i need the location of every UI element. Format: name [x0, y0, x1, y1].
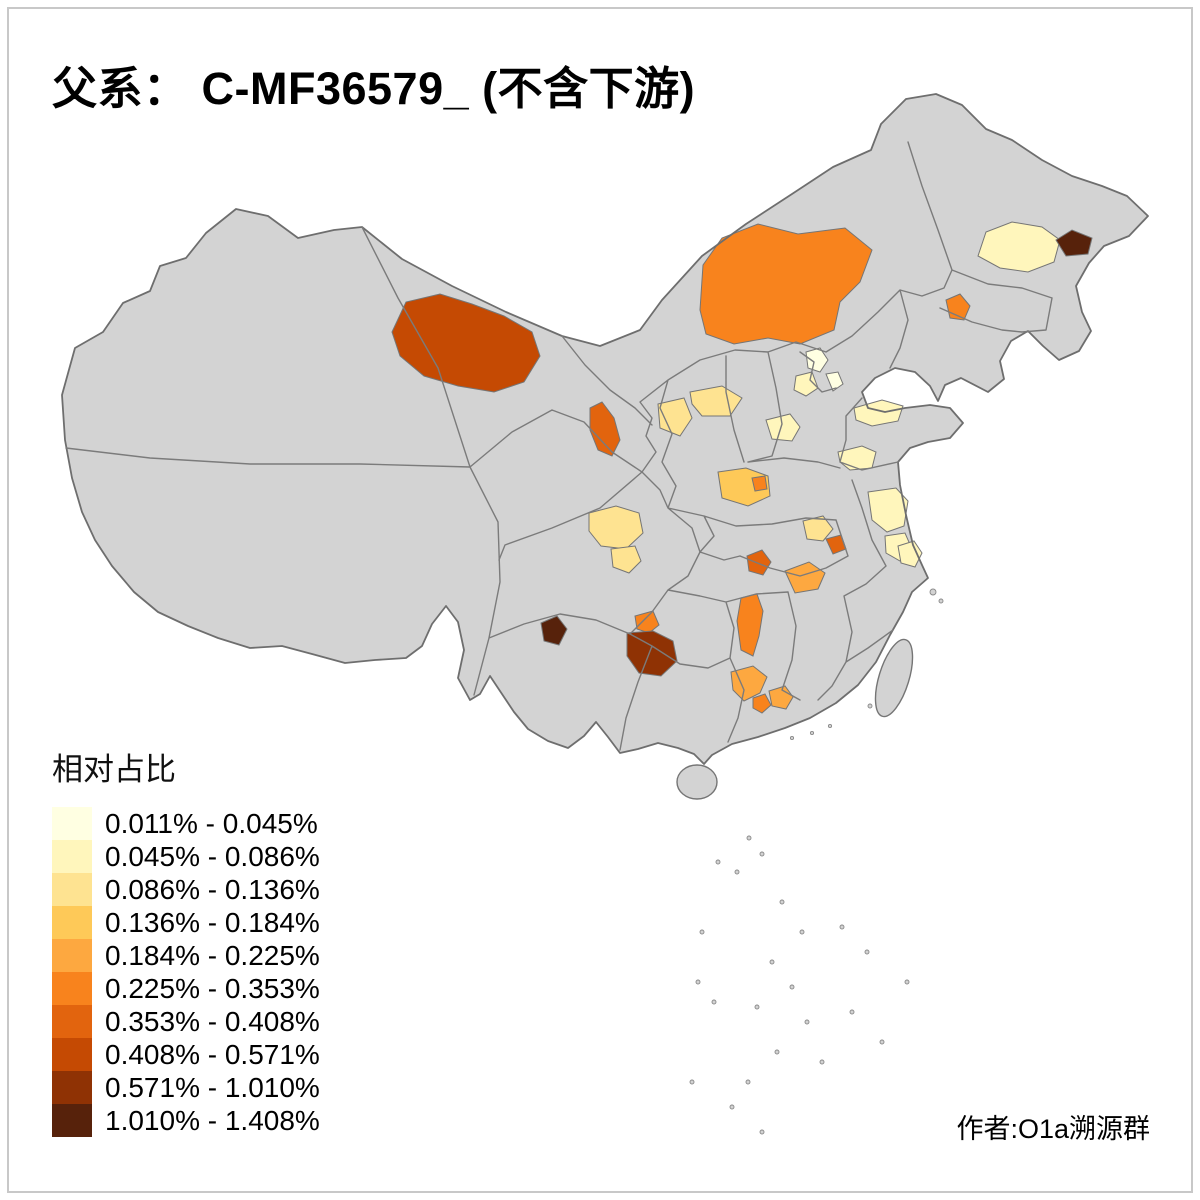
- colored-region: [610, 545, 642, 574]
- islet: [849, 1009, 855, 1015]
- islet: [929, 588, 937, 596]
- legend-swatch: [52, 840, 92, 873]
- legend-title: 相对占比: [52, 752, 176, 787]
- islet: [695, 979, 701, 985]
- islet: [769, 959, 775, 965]
- islet: [789, 984, 795, 990]
- colored-region: [897, 540, 923, 568]
- legend-label: 0.136% - 0.184%: [105, 906, 320, 938]
- colored-region: [391, 293, 541, 393]
- colored-region: [853, 399, 904, 427]
- legend-label: 0.571% - 1.010%: [105, 1071, 320, 1103]
- colored-region: [825, 371, 844, 392]
- islet: [699, 929, 705, 935]
- islet: [711, 999, 717, 1005]
- colored-region: [588, 505, 644, 550]
- islet: [754, 1004, 760, 1010]
- islet: [759, 1129, 765, 1135]
- islet: [745, 1079, 751, 1085]
- legend-label: 0.225% - 0.353%: [105, 972, 320, 1004]
- legend-label: 0.408% - 0.571%: [105, 1038, 320, 1070]
- colored-region: [867, 487, 909, 533]
- legend-swatch: [52, 1104, 92, 1137]
- legend-row: 0.086% - 0.136%: [52, 873, 320, 906]
- islet: [839, 924, 845, 930]
- colored-region: [540, 615, 568, 646]
- legend-label: 0.045% - 0.086%: [105, 840, 320, 872]
- colored-region: [751, 475, 768, 492]
- islet: [715, 859, 721, 865]
- colored-region: [784, 561, 826, 594]
- legend-swatch: [52, 1071, 92, 1104]
- islet: [789, 735, 795, 741]
- legend-row: 0.184% - 0.225%: [52, 939, 320, 972]
- legend-row: 0.045% - 0.086%: [52, 840, 320, 873]
- colored-region: [730, 665, 768, 702]
- islet: [867, 703, 873, 709]
- islet: [774, 1049, 780, 1055]
- islet: [819, 1059, 825, 1065]
- legend-swatch: [52, 939, 92, 972]
- legend-label: 0.011% - 0.045%: [105, 807, 318, 839]
- legend-swatch: [52, 807, 92, 840]
- islet: [746, 835, 752, 841]
- legend-row: 0.353% - 0.408%: [52, 1005, 320, 1038]
- attribution: 作者:O1a溯源群: [956, 1114, 1150, 1144]
- legend-rows: 0.011% - 0.045% 0.045% - 0.086% 0.086% - 0…: [52, 807, 320, 1137]
- islet: [804, 1019, 810, 1025]
- legend-row: 0.408% - 0.571%: [52, 1038, 320, 1071]
- legend-row: 0.571% - 1.010%: [52, 1071, 320, 1104]
- islet: [904, 979, 910, 985]
- islet: [827, 723, 833, 729]
- legend-swatch: [52, 1005, 92, 1038]
- province-borders: [61, 93, 1149, 765]
- colored-regions-layer: [391, 221, 1093, 714]
- legend-label: 0.184% - 0.225%: [105, 939, 320, 971]
- colored-region: [802, 515, 834, 542]
- legend-swatch: [52, 906, 92, 939]
- islet: [689, 1079, 695, 1085]
- islet: [938, 598, 944, 604]
- national-border-outline: [61, 93, 1149, 765]
- sea-islets: [689, 588, 944, 1135]
- taiwan-island: [874, 638, 914, 718]
- colored-region: [765, 413, 801, 442]
- legend-label: 1.010% - 1.408%: [105, 1104, 320, 1136]
- legend: 相对占比 0.011% - 0.045% 0.045% - 0.086% 0.086…: [52, 744, 320, 1137]
- hainan-island: [676, 764, 718, 800]
- colored-region: [793, 371, 819, 397]
- colored-region: [589, 401, 621, 457]
- legend-row: 0.011% - 0.045%: [52, 807, 320, 840]
- islet: [734, 869, 740, 875]
- page-title: 父系： C-MF36579_ (不含下游): [52, 63, 696, 114]
- province-border-lines: [65, 141, 1053, 751]
- legend-swatch: [52, 972, 92, 1005]
- islet: [864, 949, 870, 955]
- colored-region: [736, 593, 764, 657]
- legend-row: 0.225% - 0.353%: [52, 972, 320, 1005]
- islet: [799, 929, 805, 935]
- colored-region: [746, 549, 772, 576]
- islet: [759, 851, 765, 857]
- legend-row: 1.010% - 1.408%: [52, 1104, 320, 1137]
- legend-swatch: [52, 873, 92, 906]
- legend-label: 0.086% - 0.136%: [105, 873, 320, 905]
- legend-swatch: [52, 1038, 92, 1071]
- legend-row: 0.136% - 0.184%: [52, 906, 320, 939]
- colored-region: [1055, 229, 1093, 257]
- islet: [729, 1104, 735, 1110]
- islet: [809, 730, 815, 736]
- islet: [879, 1039, 885, 1045]
- colored-region: [752, 693, 772, 714]
- colored-region: [626, 630, 678, 677]
- legend-label: 0.353% - 0.408%: [105, 1005, 320, 1037]
- islet: [779, 899, 785, 905]
- colored-region: [657, 397, 693, 437]
